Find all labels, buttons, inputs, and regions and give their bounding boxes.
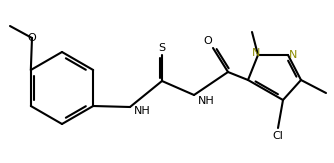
Text: S: S [158, 43, 166, 53]
Text: O: O [204, 36, 212, 46]
Text: NH: NH [198, 96, 215, 106]
Text: NH: NH [134, 106, 151, 116]
Text: Cl: Cl [273, 131, 284, 141]
Text: N: N [252, 48, 260, 58]
Text: N: N [289, 50, 297, 60]
Text: O: O [28, 33, 36, 43]
